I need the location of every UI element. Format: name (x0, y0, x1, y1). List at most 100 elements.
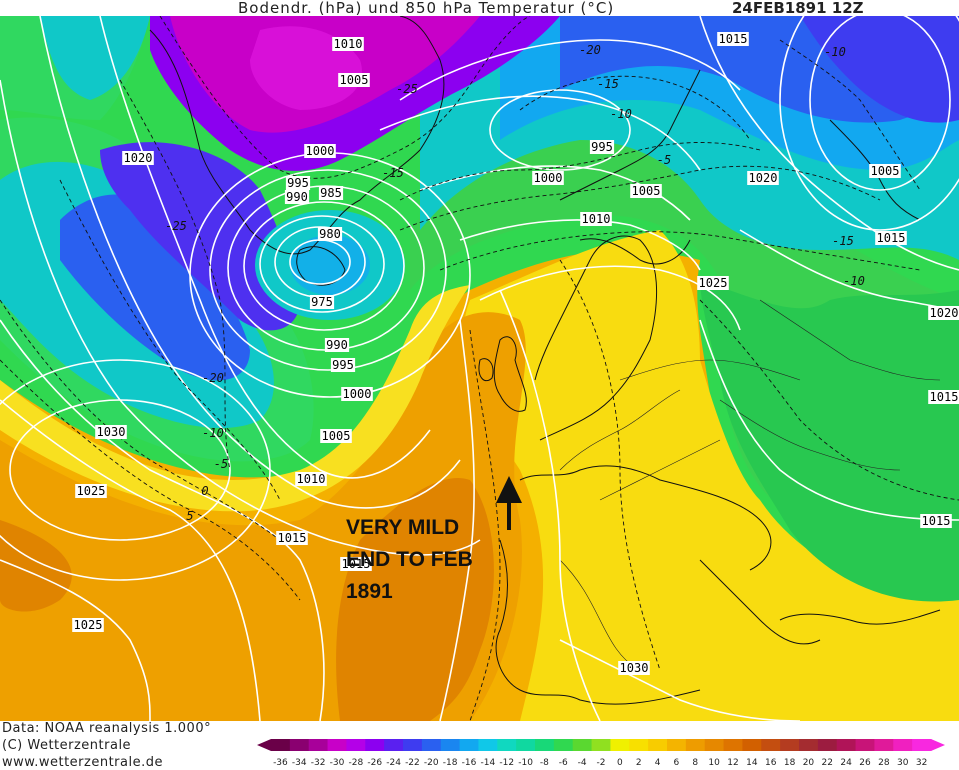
isobar-label-box (920, 514, 952, 528)
legend-swatch (780, 739, 800, 751)
legend-swatch (289, 739, 310, 751)
color-legend: -36 -34 -32 -30 -28 -26 -24 -22 -20 -18 -16 -14 -12-… (257, 739, 945, 768)
isotherm-label: -10 (824, 45, 846, 59)
legend-swatch (440, 739, 461, 751)
isobar-label: 1015 (930, 390, 959, 404)
isobar-label-box (95, 425, 127, 439)
isobar-label: 975 (311, 295, 333, 309)
arrow-annotation (496, 476, 522, 530)
isotherm-label: -10 (843, 274, 865, 288)
isobar-label-box (122, 151, 154, 165)
legend-swatch (742, 739, 762, 751)
legend-tick-label: -22 (405, 758, 420, 768)
isobar-label-box (75, 484, 107, 498)
shade-deep-orange (336, 478, 494, 721)
isobar-label-box (341, 387, 373, 401)
legend-swatch (610, 739, 630, 751)
map-datetime: 24FEB1891 12Z (732, 0, 864, 17)
legend-swatch (723, 739, 743, 751)
isotherm-label: -25 (396, 82, 418, 96)
legend-tick-label: 24 (840, 758, 852, 768)
isotherm-label: -10 (610, 107, 632, 121)
legend-swatch (855, 739, 875, 751)
isotherm-label: 5 (186, 509, 193, 523)
data-source-text: Data: NOAA reanalysis 1.000° (2, 721, 212, 736)
legend-tick-label: -26 (367, 758, 382, 768)
annotation-line: 1891 (346, 580, 393, 603)
isobar-label: 1015 (877, 231, 906, 245)
legend-tick-label: 26 (859, 758, 871, 768)
isotherm-label: -10 (202, 426, 224, 440)
legend-swatch (799, 739, 819, 751)
isobar-label-box (532, 171, 564, 185)
isobar-label-box (717, 32, 749, 46)
isobar-label-box (332, 37, 364, 51)
isobar-label: 995 (591, 140, 613, 154)
borders (559, 299, 941, 671)
legend-tick-label: -12 (499, 758, 514, 768)
legend-tick-label: 12 (727, 758, 738, 768)
legend-arrow-right (931, 739, 945, 751)
shade-continent-yellow (463, 230, 959, 721)
temperature-labels: -25 -20 -15 -10 -5 -15 -10 -15 -10 -20 -10 -5 05 -25 (165, 43, 865, 523)
legend-swatch (912, 739, 932, 751)
isobar-label: 1010 (334, 37, 363, 51)
legend-tick-label: 14 (746, 758, 758, 768)
isobar-label: 990 (326, 338, 348, 352)
isobar-label: 1020 (930, 306, 959, 320)
isobar-label: 1000 (306, 144, 335, 158)
legend-tick-label: 0 (617, 758, 623, 768)
isobar-label: 990 (286, 190, 308, 204)
legend-tick-label: 8 (692, 758, 698, 768)
legend-tick-label: -32 (311, 758, 326, 768)
legend-swatch (384, 739, 404, 751)
coastlines (149, 16, 941, 705)
title-bar: Bodendr. (hPa) und 850 hPa Temperatur (°… (0, 0, 959, 17)
legend-swatch (629, 739, 649, 751)
legend-tick-label: -16 (462, 758, 477, 768)
isobar-label: 980 (319, 227, 341, 241)
annotation-line: VERY MILD (346, 516, 460, 539)
isotherm-label: -20 (579, 43, 601, 57)
legend-swatch (478, 739, 498, 751)
isobar-label: 1015 (342, 557, 371, 571)
isobar-label: 1025 (74, 618, 103, 632)
isobar-label-box (618, 661, 650, 675)
isotherm-label: -5 (657, 153, 671, 167)
legend-swatch (874, 739, 894, 751)
legend-swatch (535, 739, 555, 751)
annotation-line: END TO FEB (346, 548, 473, 571)
legend-swatch (308, 739, 329, 751)
isobars (0, 16, 959, 721)
legend-tick-label: -6 (559, 758, 568, 768)
isobar-label: 995 (287, 176, 309, 190)
legend-tick-label: 22 (822, 758, 833, 768)
isotherm-label: -25 (165, 219, 187, 233)
isobar-label: 1005 (871, 164, 900, 178)
isobar-label-box (324, 338, 350, 352)
legend-tick-label: -24 (386, 758, 401, 768)
legend-swatch (403, 739, 423, 751)
legend-swatch (893, 739, 913, 751)
legend-swatch (572, 739, 593, 751)
isobar-label: 1000 (534, 171, 563, 185)
legend-tick-label: 30 (897, 758, 909, 768)
map-title: Bodendr. (hPa) und 850 hPa Temperatur (°… (238, 0, 615, 17)
shade-indigo-west (100, 142, 300, 331)
isobar-label-box (276, 531, 308, 545)
isobar-label: 1020 (749, 171, 778, 185)
legend-tick-label: -20 (424, 758, 439, 768)
legend-tick-label: -2 (597, 758, 606, 768)
isobar-label-box (285, 176, 311, 190)
isotherm-label: 0 (201, 484, 208, 498)
shade-green-east (700, 280, 959, 602)
legend-arrow-left (257, 739, 271, 751)
legend-tick-label: -4 (578, 758, 587, 768)
isobar-label: 995 (332, 358, 354, 372)
legend-tick-label: -10 (518, 758, 533, 768)
legend-swatch (591, 739, 611, 751)
shade-cyan-nw (40, 16, 150, 100)
website-link[interactable]: www.wetterzentrale.de (2, 755, 163, 770)
isobar-label: 1005 (322, 429, 351, 443)
legend-tick-label: -14 (481, 758, 496, 768)
